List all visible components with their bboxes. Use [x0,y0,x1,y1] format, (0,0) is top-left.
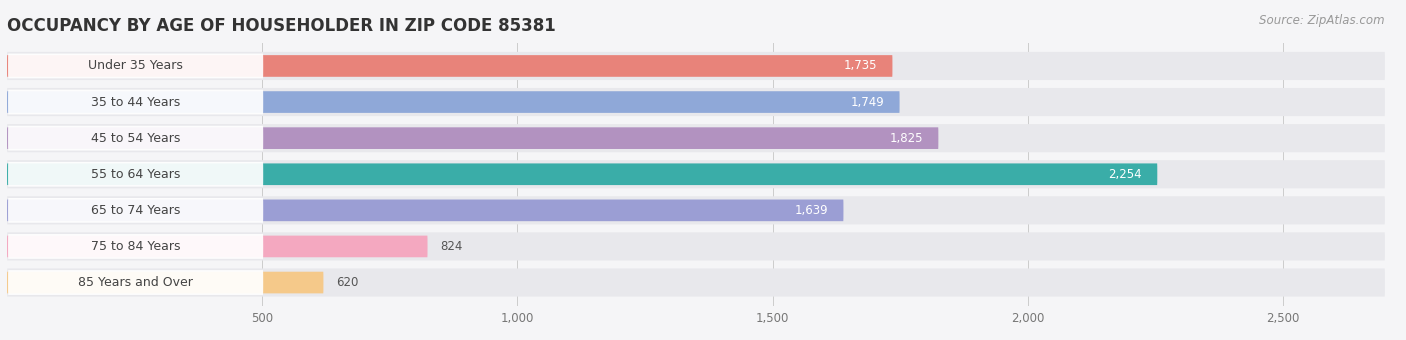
FancyBboxPatch shape [8,126,263,151]
FancyBboxPatch shape [7,236,427,257]
FancyBboxPatch shape [7,127,938,149]
FancyBboxPatch shape [8,162,263,187]
Text: 620: 620 [336,276,359,289]
FancyBboxPatch shape [8,270,263,295]
FancyBboxPatch shape [7,232,1385,260]
Text: 45 to 54 Years: 45 to 54 Years [91,132,180,144]
FancyBboxPatch shape [8,234,263,259]
FancyBboxPatch shape [7,55,893,77]
FancyBboxPatch shape [7,196,1385,224]
Text: Under 35 Years: Under 35 Years [89,59,183,72]
FancyBboxPatch shape [7,160,1385,188]
Text: 75 to 84 Years: 75 to 84 Years [91,240,180,253]
Text: 55 to 64 Years: 55 to 64 Years [91,168,180,181]
FancyBboxPatch shape [7,200,844,221]
FancyBboxPatch shape [7,88,1385,116]
FancyBboxPatch shape [8,90,263,115]
Text: 85 Years and Over: 85 Years and Over [79,276,193,289]
Text: OCCUPANCY BY AGE OF HOUSEHOLDER IN ZIP CODE 85381: OCCUPANCY BY AGE OF HOUSEHOLDER IN ZIP C… [7,17,555,35]
Text: 1,825: 1,825 [890,132,924,144]
FancyBboxPatch shape [8,54,263,78]
FancyBboxPatch shape [7,124,1385,152]
Text: 2,254: 2,254 [1108,168,1142,181]
Text: Source: ZipAtlas.com: Source: ZipAtlas.com [1260,14,1385,27]
Text: 1,749: 1,749 [851,96,884,108]
Text: 1,639: 1,639 [794,204,828,217]
FancyBboxPatch shape [7,52,1385,80]
FancyBboxPatch shape [7,269,1385,296]
FancyBboxPatch shape [7,272,323,293]
Text: 35 to 44 Years: 35 to 44 Years [91,96,180,108]
Text: 1,735: 1,735 [844,59,877,72]
FancyBboxPatch shape [8,198,263,223]
FancyBboxPatch shape [7,164,1157,185]
Text: 824: 824 [440,240,463,253]
Text: 65 to 74 Years: 65 to 74 Years [91,204,180,217]
FancyBboxPatch shape [7,91,900,113]
